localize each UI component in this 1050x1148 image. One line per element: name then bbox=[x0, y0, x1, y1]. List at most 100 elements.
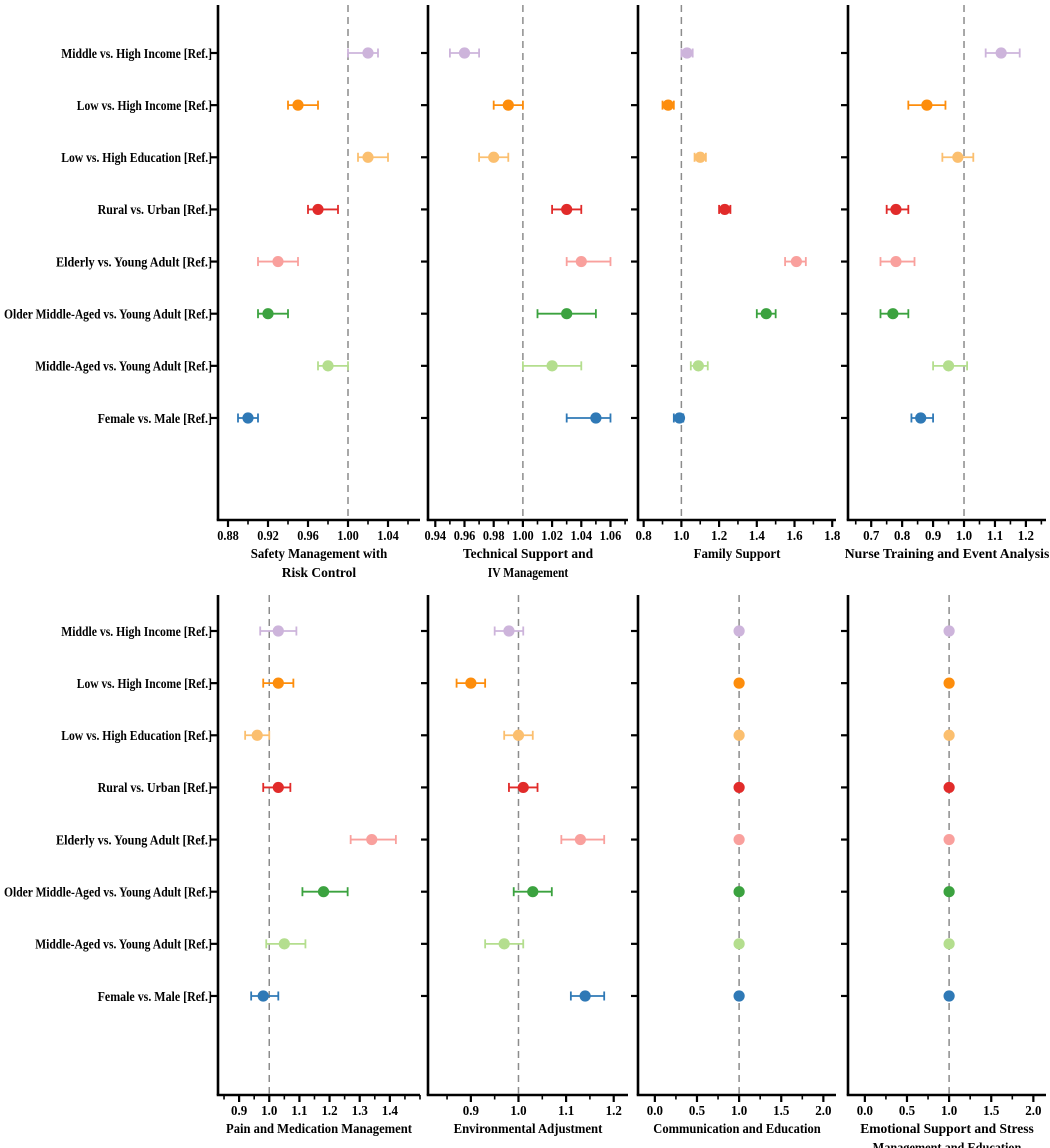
panel-title: Risk Control bbox=[282, 566, 356, 581]
or-point bbox=[465, 677, 477, 689]
x-tick-label: 0.96 bbox=[454, 528, 476, 543]
panel-title: Emotional Support and Stress bbox=[860, 1122, 1034, 1137]
panel-pain-medication: 0.9 1.0 1.1 1.2 1.3 1.4 Pain and Medication Ma… bbox=[4, 595, 421, 1137]
or-point bbox=[503, 625, 515, 637]
panel-title: Technical Support and bbox=[463, 547, 593, 562]
x-tick-label: 1.04 bbox=[570, 528, 592, 543]
x-tick-label: 1.0 bbox=[941, 1103, 957, 1118]
x-tick-label: 1.0 bbox=[261, 1103, 277, 1118]
x-tick-label: 0.8 bbox=[894, 528, 910, 543]
panel-title: Management and Education bbox=[873, 1141, 1022, 1148]
or-point bbox=[251, 729, 263, 741]
or-point bbox=[272, 255, 284, 268]
or-point bbox=[488, 151, 500, 163]
x-tick-label: 1.3 bbox=[352, 1103, 368, 1118]
x-tick-label: 1.06 bbox=[600, 528, 622, 543]
or-point bbox=[943, 729, 955, 741]
or-point bbox=[733, 625, 745, 637]
x-tick-label: 1.0 bbox=[956, 528, 972, 543]
category-label: Older Middle-Aged vs. Young Adult [Ref.] bbox=[4, 307, 212, 322]
x-tick-label: 1.00 bbox=[512, 528, 534, 543]
category-label: Rural vs. Urban [Ref.] bbox=[98, 780, 212, 795]
or-point bbox=[575, 255, 587, 268]
x-tick-label: 0.9 bbox=[231, 1103, 247, 1118]
or-point bbox=[943, 677, 955, 689]
x-tick-label: 0.5 bbox=[899, 1103, 915, 1118]
x-tick-label: 1.6 bbox=[786, 528, 802, 543]
or-point bbox=[317, 886, 330, 898]
or-point bbox=[366, 833, 378, 846]
x-tick-label: 1.00 bbox=[337, 528, 359, 543]
x-tick-label: 2.0 bbox=[815, 1103, 831, 1118]
x-tick-label: 0.7 bbox=[863, 528, 879, 543]
or-point bbox=[292, 99, 304, 111]
or-point bbox=[502, 99, 514, 111]
panel-title: IV Management bbox=[488, 566, 569, 581]
or-point bbox=[719, 203, 731, 216]
panel-title: Nurse Training and Event Analysis bbox=[845, 547, 1050, 562]
x-tick-label: 0.9 bbox=[925, 528, 941, 543]
or-point bbox=[561, 308, 573, 320]
x-tick-label: 1.8 bbox=[824, 528, 840, 543]
panel-technical-support: 0.94 0.96 0.98 1.00 1.02 1.04 1.06 Technical Su… bbox=[421, 5, 628, 581]
or-point bbox=[943, 781, 955, 794]
category-label: Older Middle-Aged vs. Young Adult [Ref.] bbox=[4, 885, 212, 900]
x-tick-label: 1.2 bbox=[321, 1103, 337, 1118]
or-point bbox=[887, 308, 899, 320]
panel-safety-management: 0.88 0.92 0.96 1.00 1.04 Safety Management wi… bbox=[4, 5, 420, 581]
x-tick-label: 0.0 bbox=[647, 1103, 663, 1118]
or-point bbox=[458, 47, 471, 59]
x-tick-label: 1.1 bbox=[291, 1103, 307, 1118]
or-point bbox=[681, 47, 693, 59]
or-point bbox=[943, 938, 955, 950]
or-point bbox=[952, 151, 964, 163]
or-point bbox=[278, 938, 290, 950]
category-label: Low vs. High Education [Ref.] bbox=[61, 150, 212, 165]
or-point bbox=[943, 625, 955, 637]
or-point bbox=[257, 990, 269, 1002]
panel-title: Family Support bbox=[694, 547, 781, 562]
category-label: Low vs. High Income [Ref.] bbox=[77, 98, 212, 113]
or-point bbox=[733, 781, 745, 794]
category-label: Elderly vs. Young Adult [Ref.] bbox=[56, 832, 212, 847]
x-tick-label: 1.02 bbox=[541, 528, 563, 543]
x-tick-label: 2.0 bbox=[1025, 1103, 1041, 1118]
category-label: Middle vs. High Income [Ref.] bbox=[61, 624, 212, 639]
x-tick-label: 1.0 bbox=[731, 1103, 747, 1118]
panel-title: Pain and Medication Management bbox=[226, 1122, 412, 1137]
x-tick-label: 0.8 bbox=[636, 528, 652, 543]
x-tick-label: 0.98 bbox=[483, 528, 505, 543]
x-tick-label: 1.04 bbox=[377, 528, 399, 543]
panel-family-support: 0.8 1.0 1.2 1.4 1.6 1.8 Family Support bbox=[631, 5, 841, 562]
x-tick-label: 1.2 bbox=[606, 1103, 622, 1118]
x-tick-label: 1.4 bbox=[749, 528, 765, 543]
or-point bbox=[733, 833, 745, 846]
category-label: Low vs. High Education [Ref.] bbox=[61, 728, 212, 743]
category-label: Female vs. Male [Ref.] bbox=[98, 411, 212, 426]
panel-title: Environmental Adjustment bbox=[454, 1122, 603, 1137]
or-point bbox=[590, 412, 602, 424]
x-tick-label: 0.5 bbox=[689, 1103, 705, 1118]
panel-communication-education: 0.0 0.5 1.0 1.5 2.0 Communication and Educati… bbox=[631, 595, 836, 1137]
or-point bbox=[943, 886, 955, 898]
category-label: Elderly vs. Young Adult [Ref.] bbox=[56, 254, 212, 269]
or-point bbox=[272, 625, 284, 637]
x-tick-label: 0.92 bbox=[257, 528, 279, 543]
category-label: Rural vs. Urban [Ref.] bbox=[98, 202, 212, 217]
or-point bbox=[890, 255, 902, 268]
or-point bbox=[272, 781, 284, 794]
x-tick-label: 1.1 bbox=[987, 528, 1003, 543]
or-point bbox=[272, 677, 284, 689]
category-label: Middle-Aged vs. Young Adult [Ref.] bbox=[35, 937, 212, 952]
or-point bbox=[312, 203, 324, 216]
or-point bbox=[561, 203, 573, 216]
or-point bbox=[943, 990, 955, 1002]
or-point bbox=[733, 729, 745, 741]
category-label: Middle-Aged vs. Young Adult [Ref.] bbox=[35, 359, 212, 374]
or-point bbox=[943, 833, 955, 846]
or-point bbox=[890, 203, 902, 216]
or-point bbox=[733, 990, 745, 1002]
